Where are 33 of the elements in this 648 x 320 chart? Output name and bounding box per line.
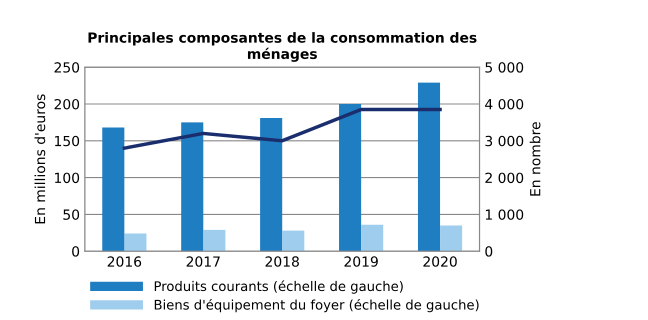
bar <box>260 118 282 252</box>
chart-title: Principales composantes de la consommation des ménages <box>88 32 477 62</box>
x-tick-label: 2018 <box>266 256 299 267</box>
y-tick-label: 200 <box>54 98 80 110</box>
y2-tick-label: 5 000 <box>485 62 524 73</box>
y2-tick-label: 1 000 <box>486 209 524 220</box>
bar <box>282 230 304 252</box>
bar <box>440 225 462 252</box>
y2-tick-label: 3 000 <box>485 136 524 146</box>
y-tick-label: 50 <box>63 209 80 220</box>
y2-tick-label: 0 <box>485 246 492 257</box>
bar <box>203 230 226 252</box>
bar <box>361 224 384 252</box>
legend-label: Produits courants (échelle de gauche) <box>154 280 403 294</box>
y-tick-label: 150 <box>55 136 80 146</box>
y-tick-label: 100 <box>55 172 80 184</box>
legend-label: Biens d'équipement du foyer (échelle de gauche) <box>154 298 479 312</box>
line-series <box>122 108 442 150</box>
y-tick-label: 250 <box>54 62 80 73</box>
y2-axis-title: En nombre <box>530 122 540 196</box>
bar <box>418 82 440 252</box>
x-tick-label: 2016 <box>108 256 142 267</box>
y2-tick-label: 4 000 <box>485 98 524 110</box>
bar <box>339 104 362 252</box>
x-tick-label: 2017 <box>186 256 220 267</box>
y-tick-label: 0 <box>72 246 80 257</box>
bar <box>102 128 124 252</box>
y-axis-title: En millions d'euros <box>34 94 46 224</box>
x-tick-label: 2020 <box>423 256 457 267</box>
y2-tick-label: 2 000 <box>485 172 524 184</box>
bar <box>181 122 204 252</box>
x-tick-label: 2019 <box>344 256 378 267</box>
bar <box>124 234 146 252</box>
